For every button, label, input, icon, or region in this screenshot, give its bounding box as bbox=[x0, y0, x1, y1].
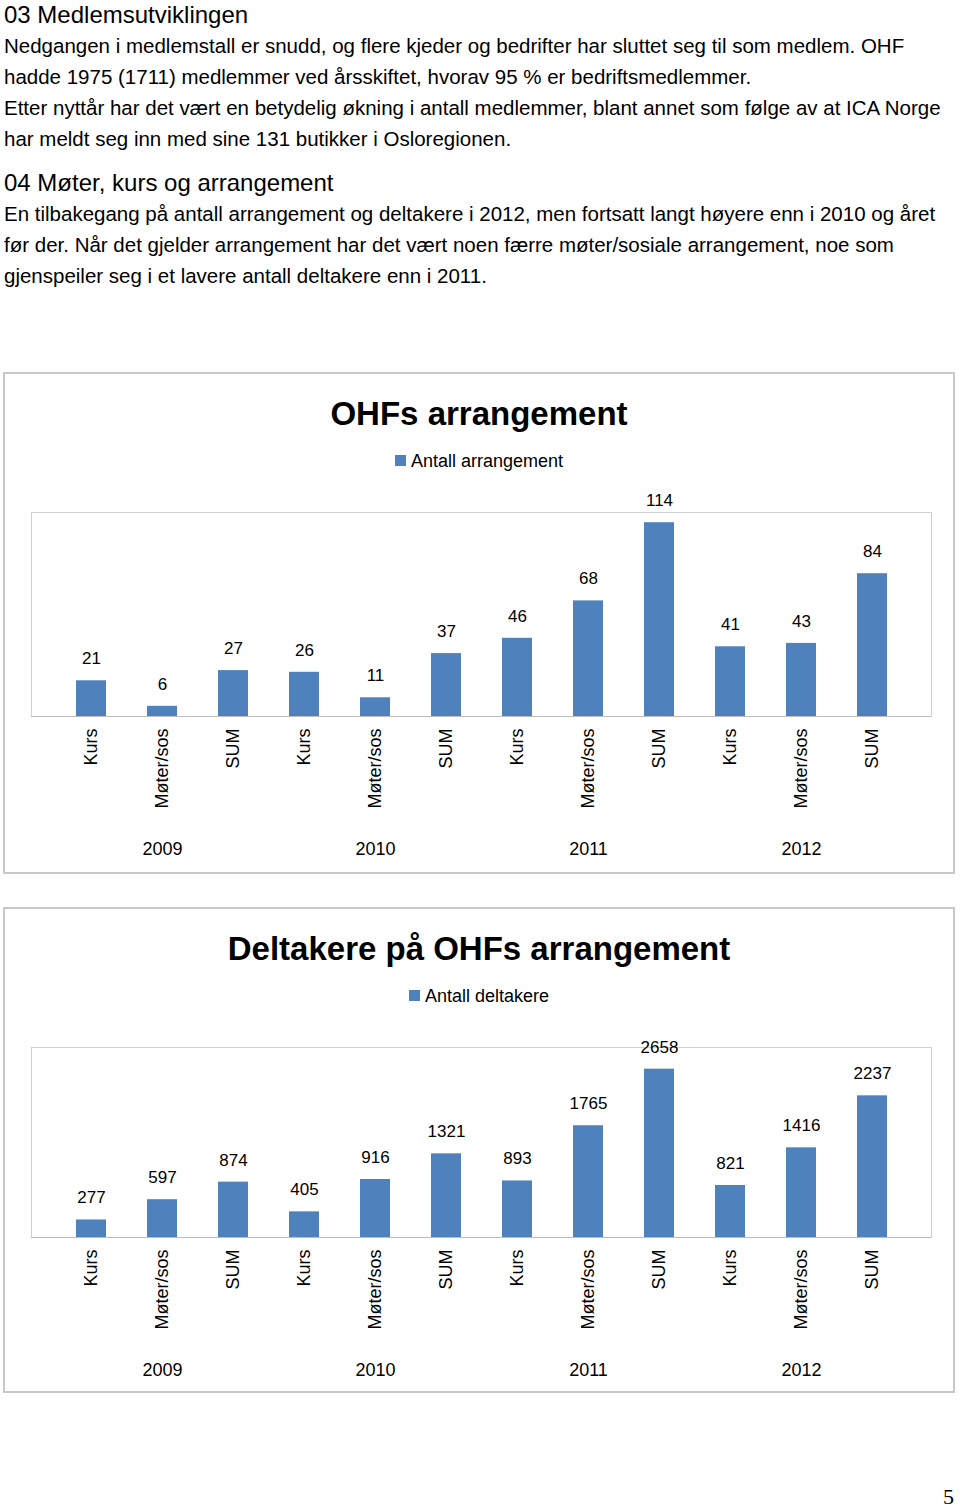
html-text:5: 5 bbox=[943, 1484, 954, 1509]
html-text:Etter nyttår har det vært en b: Etter nyttår har det vært en betydelig ø… bbox=[4, 96, 941, 150]
html-text:Nedgangen i medlemstall er snu: Nedgangen i medlemstall er snudd, og fle… bbox=[4, 34, 905, 88]
svg-text:SUM: SUM bbox=[223, 1250, 243, 1290]
svg-text:Møter/sos: Møter/sos bbox=[365, 1250, 385, 1330]
svg-text:597: 597 bbox=[148, 1168, 176, 1187]
svg-text:405: 405 bbox=[290, 1180, 318, 1199]
html-text:En tilbakegang på antall arran: En tilbakegang på antall arrangement og … bbox=[4, 202, 936, 287]
svg-text:SUM: SUM bbox=[436, 1250, 456, 1290]
svg-text:1321: 1321 bbox=[428, 1122, 466, 1141]
svg-text:2009: 2009 bbox=[142, 1360, 182, 1380]
svg-text:21: 21 bbox=[82, 649, 101, 668]
svg-text:2012: 2012 bbox=[781, 839, 821, 859]
svg-text:2012: 2012 bbox=[781, 1360, 821, 1380]
svg-text:Møter/sos: Møter/sos bbox=[578, 1250, 598, 1330]
svg-text:11: 11 bbox=[367, 666, 385, 685]
svg-text:Kurs: Kurs bbox=[507, 1250, 527, 1287]
svg-text:SUM: SUM bbox=[436, 729, 456, 769]
svg-text:1765: 1765 bbox=[570, 1094, 608, 1113]
svg-text:2010: 2010 bbox=[355, 1360, 395, 1380]
svg-text:Møter/sos: Møter/sos bbox=[152, 1250, 172, 1330]
svg-text:277: 277 bbox=[77, 1188, 105, 1207]
svg-text:6: 6 bbox=[158, 675, 167, 694]
svg-text:114: 114 bbox=[646, 491, 673, 510]
svg-text:SUM: SUM bbox=[649, 729, 669, 769]
svg-text:874: 874 bbox=[219, 1151, 247, 1170]
svg-text:2010: 2010 bbox=[355, 839, 395, 859]
svg-text:2658: 2658 bbox=[641, 1038, 679, 1057]
svg-text:Møter/sos: Møter/sos bbox=[152, 729, 172, 809]
svg-text:46: 46 bbox=[508, 607, 527, 626]
svg-text:Møter/sos: Møter/sos bbox=[791, 1250, 811, 1330]
svg-text:Kurs: Kurs bbox=[294, 1250, 314, 1287]
svg-text:1416: 1416 bbox=[783, 1116, 821, 1135]
svg-text:Kurs: Kurs bbox=[720, 729, 740, 766]
svg-text:41: 41 bbox=[721, 615, 740, 634]
svg-text:893: 893 bbox=[503, 1149, 531, 1168]
html-text:03 Medlemsutviklingen: 03 Medlemsutviklingen bbox=[4, 1, 249, 28]
svg-text:2011: 2011 bbox=[569, 839, 608, 859]
html-text:Deltakere på OHFs arrangement: Deltakere på OHFs arrangement bbox=[227, 930, 731, 967]
svg-text:Kurs: Kurs bbox=[81, 729, 101, 766]
svg-text:Møter/sos: Møter/sos bbox=[365, 729, 385, 809]
svg-text:Kurs: Kurs bbox=[507, 729, 527, 766]
html-text:04 Møter, kurs og arrangement: 04 Møter, kurs og arrangement bbox=[4, 169, 334, 196]
svg-text:916: 916 bbox=[361, 1148, 389, 1167]
svg-text:84: 84 bbox=[863, 542, 882, 561]
svg-text:2009: 2009 bbox=[142, 839, 182, 859]
svg-text:SUM: SUM bbox=[223, 729, 243, 769]
svg-text:Kurs: Kurs bbox=[294, 729, 314, 766]
svg-text:SUM: SUM bbox=[862, 729, 882, 769]
svg-text:SUM: SUM bbox=[862, 1250, 882, 1290]
html-text:Antall arrangement: Antall arrangement bbox=[411, 451, 563, 471]
svg-text:Kurs: Kurs bbox=[720, 1250, 740, 1287]
svg-text:Kurs: Kurs bbox=[81, 1250, 101, 1287]
html-text:Antall deltakere: Antall deltakere bbox=[425, 986, 549, 1006]
svg-text:26: 26 bbox=[295, 641, 314, 660]
html-text:OHFs arrangement: OHFs arrangement bbox=[330, 395, 628, 432]
svg-text:37: 37 bbox=[437, 622, 456, 641]
svg-text:Møter/sos: Møter/sos bbox=[578, 729, 598, 809]
svg-text:SUM: SUM bbox=[649, 1250, 669, 1290]
svg-text:Møter/sos: Møter/sos bbox=[791, 729, 811, 809]
svg-text:27: 27 bbox=[224, 639, 243, 658]
svg-text:68: 68 bbox=[579, 569, 598, 588]
svg-text:2011: 2011 bbox=[569, 1360, 608, 1380]
svg-text:821: 821 bbox=[716, 1154, 744, 1173]
svg-text:43: 43 bbox=[792, 612, 811, 631]
svg-text:2237: 2237 bbox=[854, 1064, 892, 1083]
